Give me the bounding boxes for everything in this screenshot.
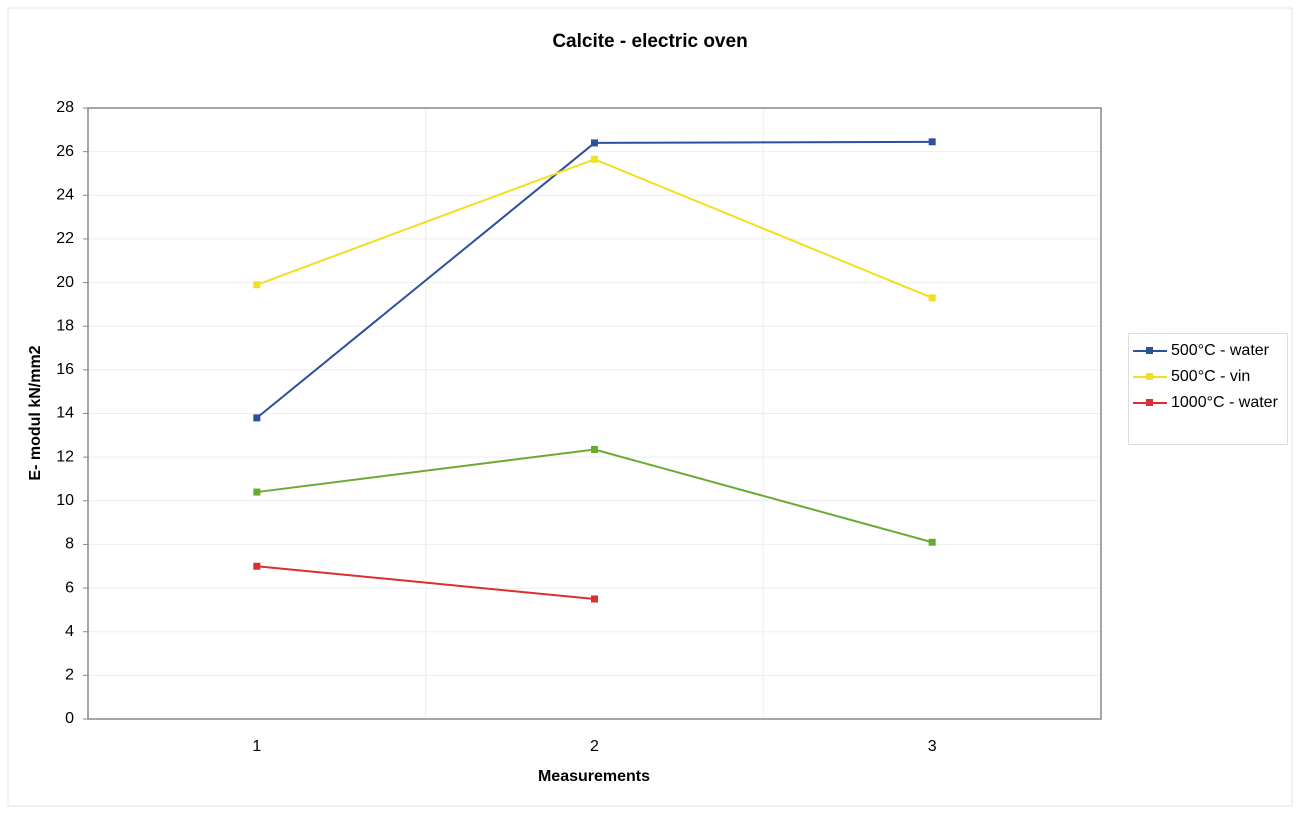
legend-entry: 500°C - water (1129, 342, 1279, 360)
point-marker (253, 414, 261, 422)
chart-title: Calcite - electric oven (552, 31, 747, 52)
point-marker (591, 595, 598, 603)
y-tick-label: 26 (56, 143, 74, 160)
legend-label: 500°C - water (1171, 342, 1269, 359)
point-marker (928, 138, 936, 146)
legend-label: 1000°C - water (1171, 394, 1278, 411)
legend-swatch (1133, 373, 1167, 380)
point-marker (928, 294, 936, 302)
legend: 500°C - water 500°C - vin 1000°C - water (1128, 333, 1288, 445)
y-tick-label: 28 (56, 99, 74, 116)
point-marker (253, 562, 261, 570)
legend-swatch (1133, 347, 1167, 354)
x-tick-label: 3 (928, 738, 937, 755)
plot-border (87, 107, 1102, 720)
series-line (256, 565, 595, 600)
point-marker (928, 538, 936, 546)
y-tick-label: 18 (56, 317, 74, 334)
point-marker (591, 446, 598, 454)
legend-marker (1146, 373, 1153, 380)
legend-marker (1146, 399, 1153, 406)
legend-marker (1146, 347, 1153, 354)
y-tick-label: 4 (65, 623, 74, 640)
y-tick-label: 14 (56, 405, 74, 422)
y-tick-label: 0 (65, 710, 74, 727)
x-tick-label: 2 (590, 738, 599, 755)
y-axis-label: E- modul kN/mm2 (27, 345, 44, 480)
point-marker (591, 139, 598, 147)
x-tick-label: 1 (252, 738, 261, 755)
legend-label: 500°C - vin (1171, 368, 1251, 385)
point-marker (253, 281, 261, 289)
y-tick-label: 12 (56, 448, 74, 465)
y-tick-label: 10 (56, 492, 74, 509)
legend-entry: 500°C - vin (1129, 368, 1279, 386)
y-tick-label: 2 (65, 667, 74, 684)
y-tick-label: 24 (56, 187, 74, 204)
point-marker (253, 488, 261, 496)
y-tick-label: 22 (56, 230, 74, 247)
x-axis-label: Measurements (538, 768, 650, 785)
y-tick-label: 20 (56, 274, 74, 291)
point-marker (591, 155, 598, 163)
legend-entry: 1000°C - water (1129, 394, 1279, 412)
y-tick-label: 16 (56, 361, 74, 378)
y-tick-label: 6 (65, 579, 74, 596)
legend-swatch (1133, 399, 1167, 406)
y-tick-label: 8 (65, 536, 74, 553)
